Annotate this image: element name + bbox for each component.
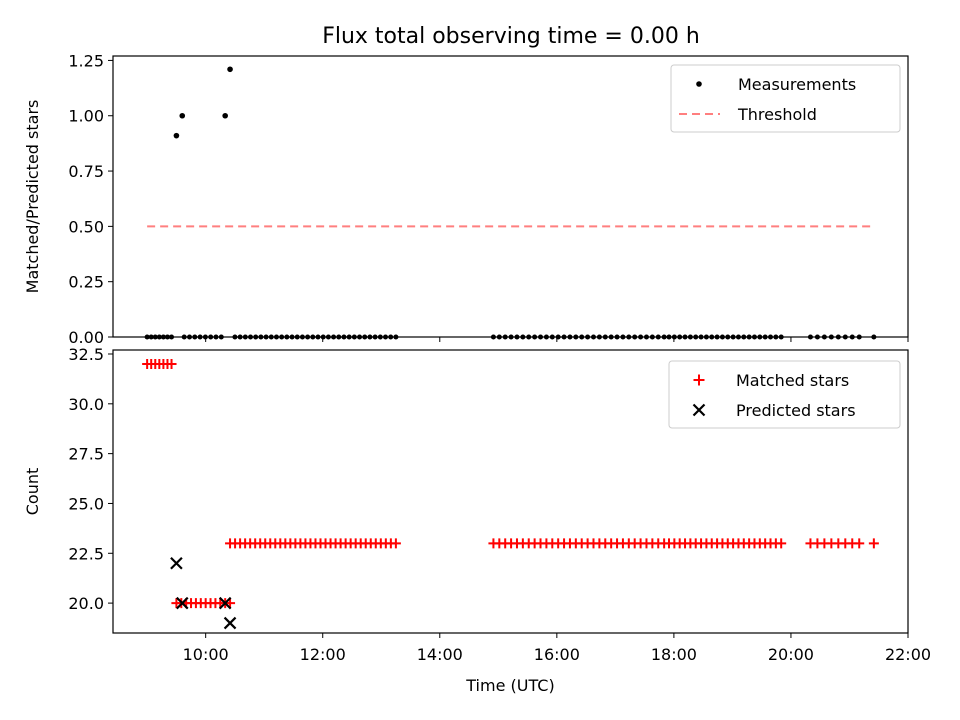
y-tick-label: 0.25 <box>68 273 104 292</box>
plot-frame <box>112 349 909 634</box>
legend-marker-predicted <box>692 403 706 417</box>
y-tick-label: 30.0 <box>68 395 104 414</box>
bottom-panel: 20.0 22.5 25.0 27.5 30.0 32.5 10:00 12:00 14:00 1… <box>23 345 931 695</box>
legend-marker-measurements <box>696 81 702 87</box>
plot-frame <box>112 55 909 338</box>
measurement-point <box>173 132 180 139</box>
legend-box <box>668 360 901 429</box>
y-tick-label: 27.5 <box>68 445 104 464</box>
figure-title: Flux total observing time = 0.00 h <box>322 24 700 49</box>
predicted-star-marker <box>223 616 237 630</box>
legend-label-threshold: Threshold <box>737 105 817 124</box>
y-tick-label: 0.75 <box>68 162 104 181</box>
y-tick-label: 20.0 <box>68 594 104 613</box>
x-tick-label: 14:00 <box>417 645 463 664</box>
measurement-point <box>227 66 233 73</box>
x-tick-label: 10:00 <box>183 645 229 664</box>
matched-star-marker <box>868 538 879 549</box>
legend: Measurements Threshold <box>670 64 901 133</box>
measurement-point <box>222 112 228 119</box>
top-panel: 0.00 0.25 0.50 0.75 1.00 1.25 Matched/Predicte… <box>23 51 909 347</box>
predicted-star-marker <box>170 556 183 570</box>
matched-star-marker <box>776 538 787 549</box>
x-tick-label: 12:00 <box>300 645 346 664</box>
legend-marker-matched <box>693 374 705 386</box>
y-axis-label: Matched/Predicted stars <box>23 100 42 294</box>
measurement-point <box>179 112 186 119</box>
legend-label-matched: Matched stars <box>736 371 849 390</box>
y-tick-label: 22.5 <box>68 544 104 563</box>
legend-label-predicted: Predicted stars <box>736 401 856 420</box>
legend: Matched stars Predicted stars <box>668 360 901 429</box>
y-tick-label: 1.00 <box>68 107 104 126</box>
y-tick-label: 32.5 <box>68 345 104 364</box>
y-tick-label: 1.25 <box>68 51 104 70</box>
x-tick-label: 22:00 <box>885 645 931 664</box>
matched-star-marker <box>854 538 865 549</box>
predicted-star-marker <box>175 596 189 610</box>
predicted-star-marker <box>218 596 232 610</box>
matched-star-marker <box>390 538 401 549</box>
x-tick-label: 20:00 <box>768 645 814 664</box>
y-axis-label: Count <box>23 468 42 516</box>
x-tick-label: 18:00 <box>651 645 697 664</box>
y-tick-label: 0.00 <box>68 328 104 347</box>
y-tick-label: 0.50 <box>68 217 104 236</box>
y-tick-label: 25.0 <box>68 494 104 513</box>
x-tick-label: 16:00 <box>534 645 580 664</box>
matched-star-marker <box>166 358 177 369</box>
legend-box <box>670 64 901 133</box>
legend-label-measurements: Measurements <box>738 75 856 94</box>
x-axis-label: Time (UTC) <box>465 676 554 695</box>
